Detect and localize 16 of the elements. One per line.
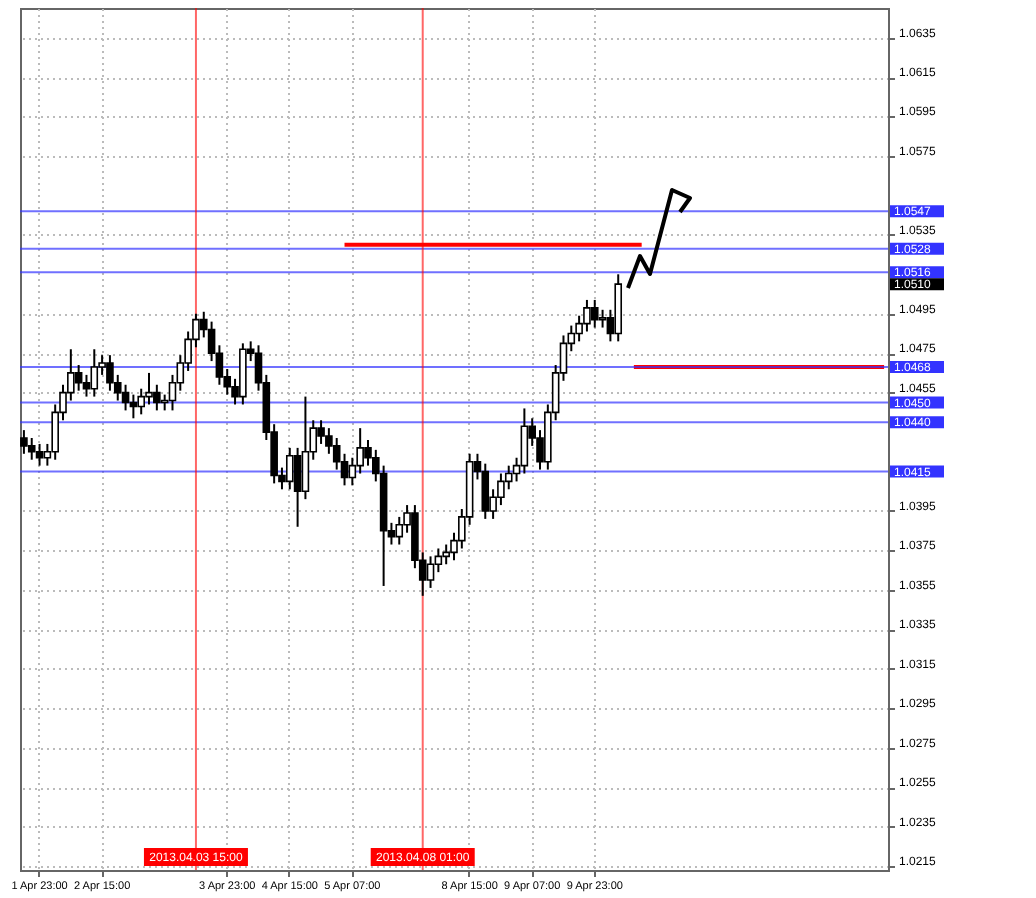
candlestick <box>426 555 435 589</box>
candlestick <box>520 407 529 475</box>
candlestick <box>481 462 490 520</box>
candlestick <box>293 446 302 528</box>
candlestick <box>121 383 130 412</box>
candlestick <box>90 348 99 398</box>
candlestick <box>285 446 294 491</box>
candlestick <box>239 342 247 406</box>
candlestick <box>20 429 28 455</box>
candlestick <box>590 298 599 329</box>
candlestick <box>82 373 91 398</box>
candlestick <box>74 364 83 392</box>
candlestick <box>145 371 153 406</box>
candlestick <box>583 298 591 333</box>
candlestick <box>27 437 36 461</box>
candlestick <box>35 442 44 467</box>
